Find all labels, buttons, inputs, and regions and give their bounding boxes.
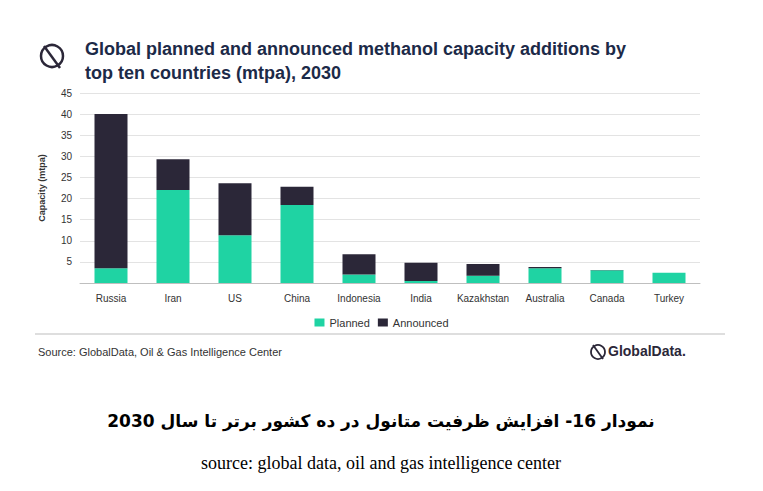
svg-text:Capacity (mtpa): Capacity (mtpa) xyxy=(37,154,47,222)
svg-text:35: 35 xyxy=(61,130,73,141)
svg-text:15: 15 xyxy=(61,214,73,225)
svg-text:10: 10 xyxy=(61,235,73,246)
svg-text:GlobalData.: GlobalData. xyxy=(608,343,686,359)
svg-text:top ten countries (mtpa), 2030: top ten countries (mtpa), 2030 xyxy=(85,63,341,83)
svg-text:40: 40 xyxy=(61,109,73,120)
svg-text:Australia: Australia xyxy=(526,293,565,304)
svg-text:25: 25 xyxy=(61,172,73,183)
svg-text:Indonesia: Indonesia xyxy=(337,293,381,304)
svg-text:Source: GlobalData, Oil & Gas: Source: GlobalData, Oil & Gas Intelligen… xyxy=(38,346,282,358)
svg-text:source: global data, oil and g: source: global data, oil and gas intelli… xyxy=(201,453,561,473)
svg-text:Iran: Iran xyxy=(164,293,181,304)
svg-text:Global planned and announced m: Global planned and announced methanol ca… xyxy=(85,39,626,59)
svg-text:US: US xyxy=(228,293,242,304)
svg-text:Canada: Canada xyxy=(589,293,624,304)
svg-text:نمودار 16- افزایش ظرفیت متانول: نمودار 16- افزایش ظرفیت متانول در ده کشو… xyxy=(107,411,654,432)
svg-text:5: 5 xyxy=(66,256,72,267)
svg-text:Russia: Russia xyxy=(96,293,127,304)
svg-text:China: China xyxy=(284,293,311,304)
svg-text:Kazakhstan: Kazakhstan xyxy=(457,293,509,304)
svg-text:Planned: Planned xyxy=(329,317,369,329)
svg-text:45: 45 xyxy=(61,88,73,99)
svg-text:20: 20 xyxy=(61,193,73,204)
svg-text:30: 30 xyxy=(61,151,73,162)
svg-text:Turkey: Turkey xyxy=(654,293,684,304)
svg-text:Announced: Announced xyxy=(393,317,449,329)
svg-text:India: India xyxy=(410,293,432,304)
